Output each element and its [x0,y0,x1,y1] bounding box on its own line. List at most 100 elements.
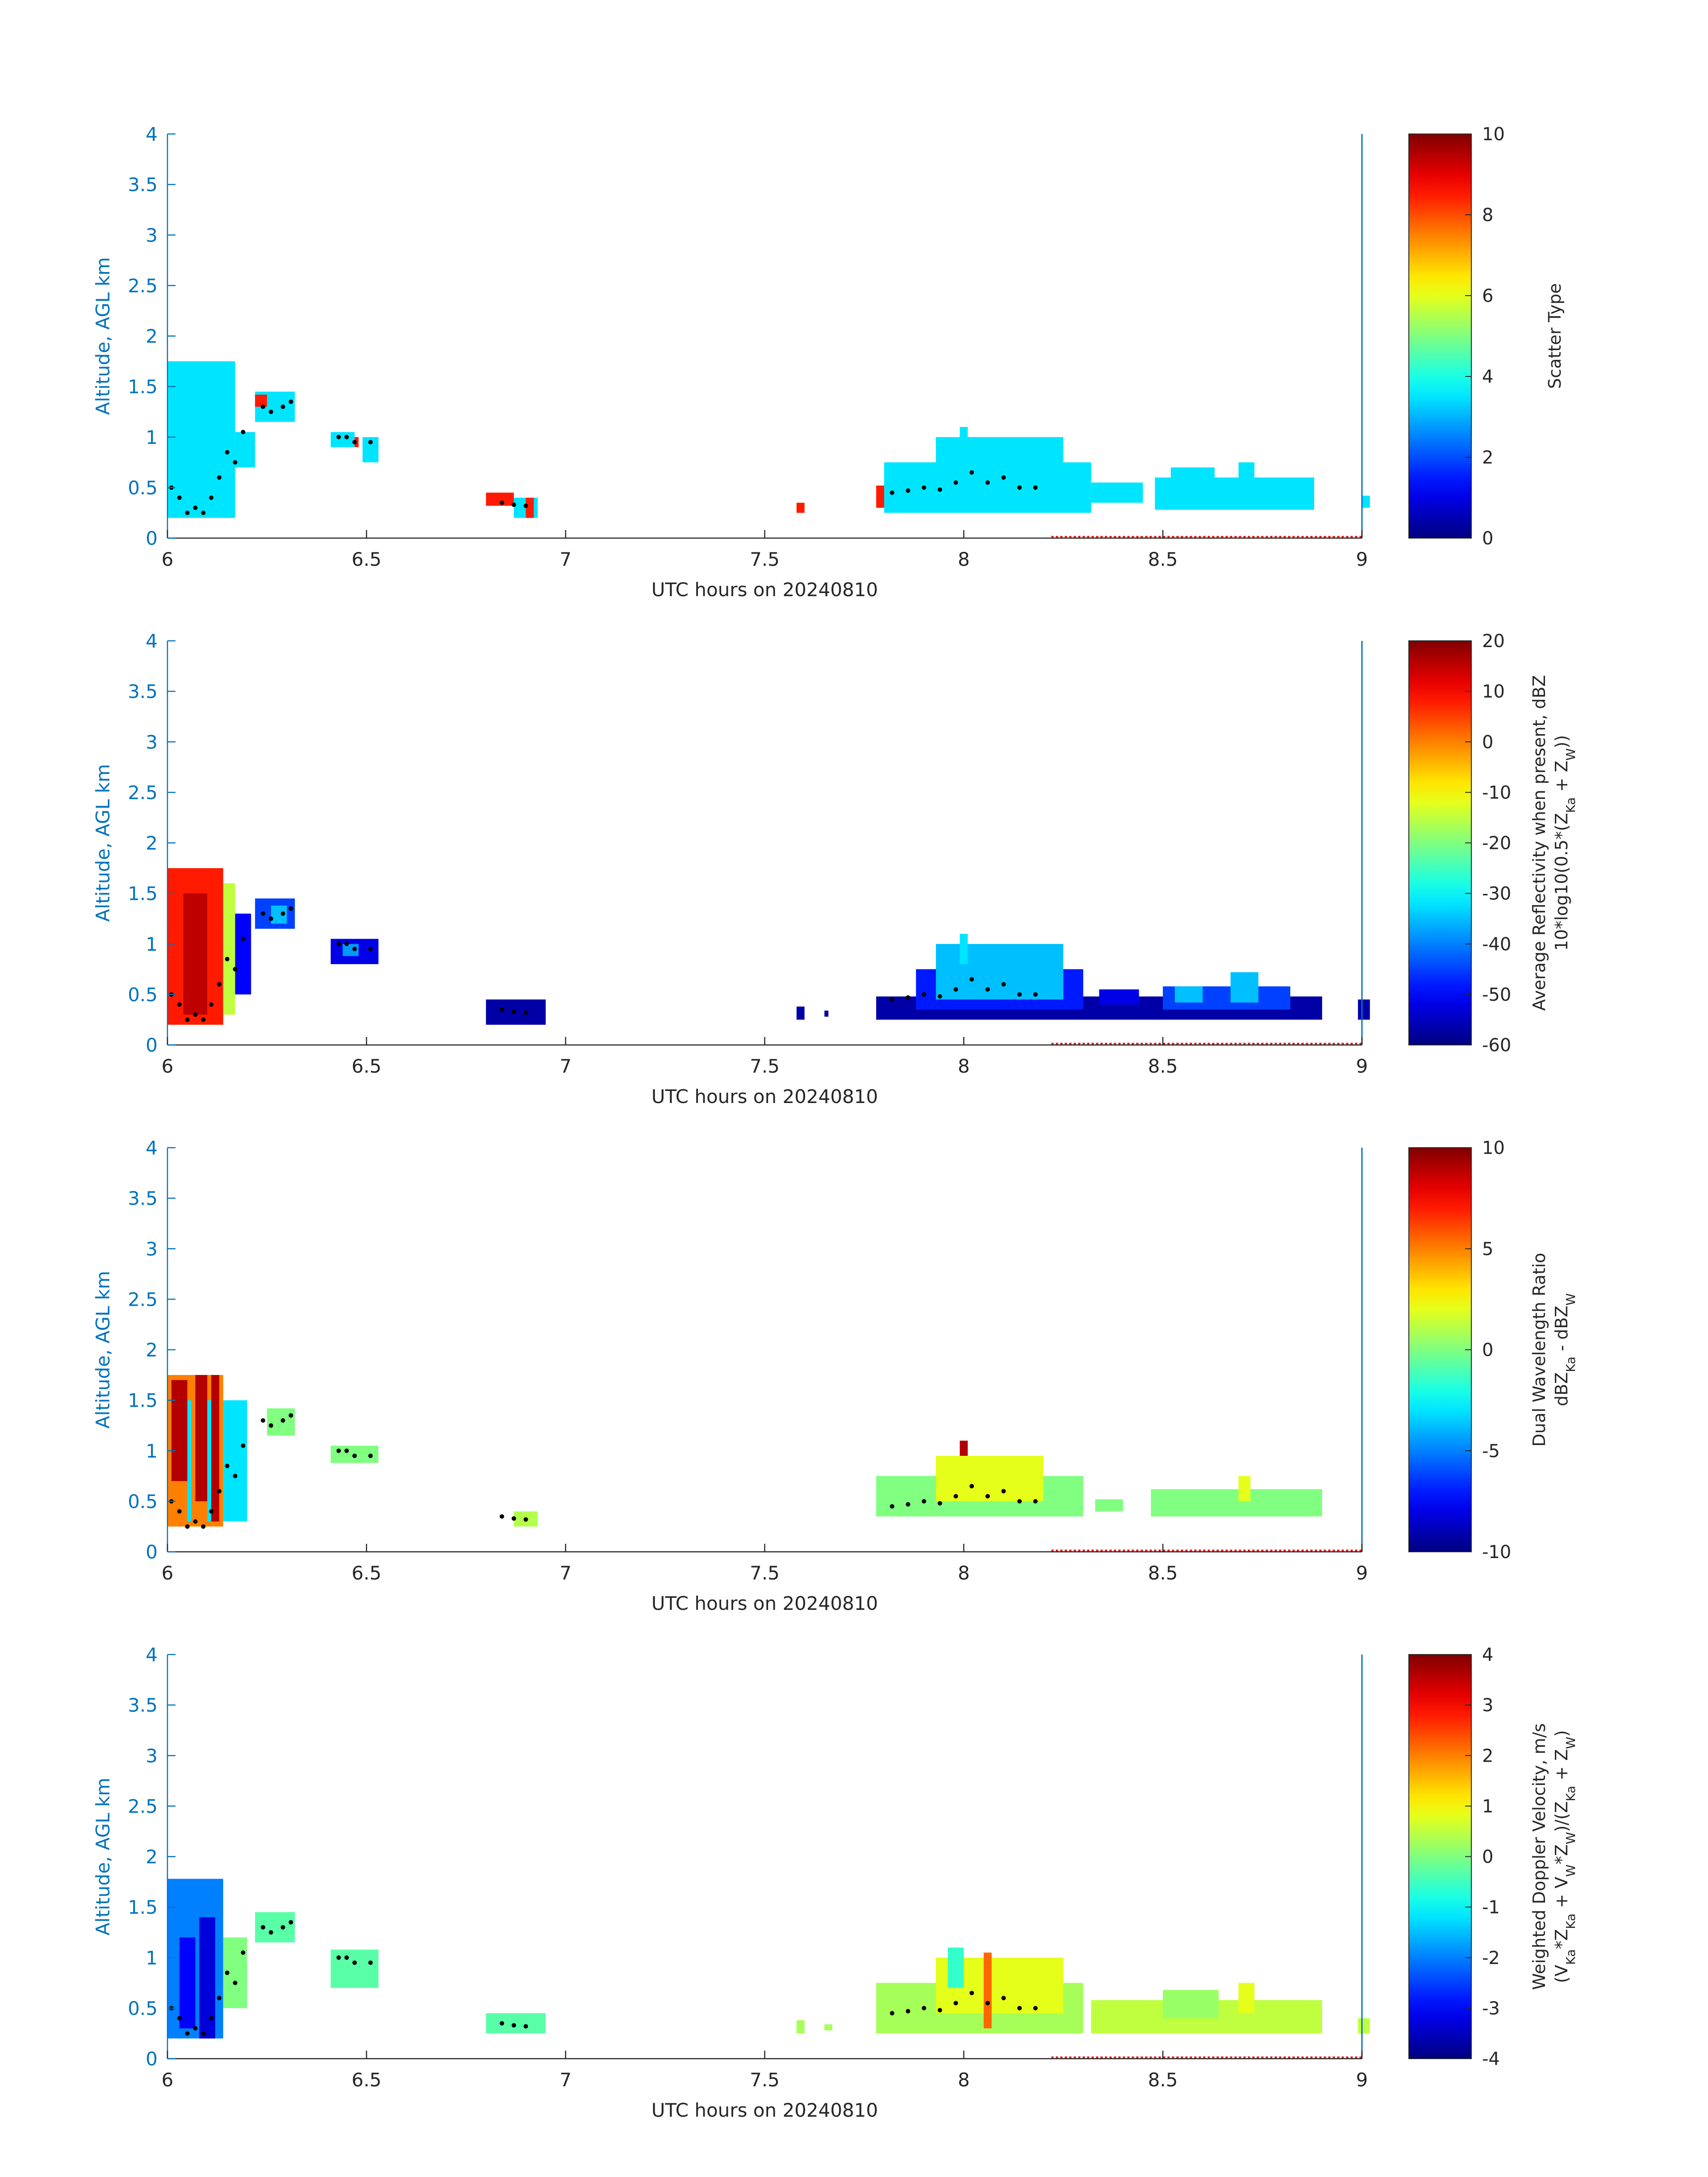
y-tick-label: 4 [146,630,158,652]
x-tick-label: 7 [560,1055,572,1077]
cloud-base-dot [352,1960,357,1965]
y-tick-label: 1 [146,1440,158,1462]
cloud-base-dot [1001,1996,1006,2001]
cloud-base-dot [922,485,927,490]
heatmap-cell [935,1456,1044,1501]
cloud-base-dot [1033,992,1038,997]
heatmap-cell [1238,1476,1251,1501]
colorbar: 10 8 6 4 2 0 [1408,124,1505,549]
colorbar-tick-label: -30 [1482,884,1511,904]
cloud-base-dot [344,435,349,439]
x-tick-label: 8 [958,548,970,570]
heatmap-cell [223,1400,247,1522]
cloud-base-dot [953,2001,958,2006]
cloud-base-dot [1017,1499,1022,1504]
heatmap-cell [486,493,514,506]
heatmap-cell [211,1375,219,1522]
y-tick-label: 3.5 [128,1694,158,1716]
y-tick-label: 2.5 [128,781,158,803]
heatmap-cell [960,1441,968,1456]
cloud-base-dot [185,510,190,515]
cloud-base-dot [225,450,230,455]
y-tick-label: 0 [146,2048,158,2070]
heatmap-cell [183,893,208,1015]
x-tick-label: 6 [162,2069,174,2091]
colorbar-tick-label: -60 [1482,1035,1511,1056]
heatmap-cell [223,883,235,1015]
colorbar-tick-label: -5 [1482,1441,1500,1462]
cloud-base-dot [922,992,927,997]
colorbar-tick-label: 8 [1482,205,1493,226]
cloud-base-dot [336,1448,341,1453]
y-tick-label: 2 [146,1846,158,1868]
heatmap-cells [167,1375,1322,1527]
x-tick-label: 6.5 [351,1562,381,1584]
heatmap-cell [960,934,968,964]
heatmap-cell [267,1408,295,1436]
cloud-base-dot [500,2021,504,2026]
panel-dual-wavelength-ratio: 6 6.5 7 7.5 8 8.5 9 0 0.5 1 1.5 2 2.5 3 3.5 4 UTC hours… [92,1137,1578,1614]
heatmap-cell [330,432,355,447]
heatmap-cell [486,2013,546,2034]
cloud-base-dot [906,488,910,493]
x-tick-label: 6 [162,548,174,570]
y-tick-label: 1 [146,426,158,448]
y-tick-label: 2 [146,1339,158,1361]
cloud-base-dot [1017,485,1022,490]
y-tick-label: 0.5 [128,477,158,499]
colorbar: 4 3 2 1 0 -1 -2 -3 -4 [1408,1645,1500,2069]
cloud-base-dot [268,1423,273,1428]
cloud-base-dot [1001,982,1006,987]
cloud-base-dot [177,495,182,500]
heatmap-cell [207,1400,212,1522]
cloud-base-dot [1033,2006,1038,2010]
colorbar-tick-label: 0 [1482,1340,1493,1361]
cloud-base-dot [336,941,341,946]
cloud-base-dot [225,1970,230,1975]
colorbar-tick-label: 3 [1482,1695,1493,1716]
cloud-base-dot [185,1524,190,1529]
colorbar-tick-label: 20 [1482,631,1505,652]
cloud-base-dot [185,2031,190,2036]
x-tick-label: 7.5 [750,2069,780,2091]
cloud-base-dot [344,1448,349,1453]
cloud-base-dot [889,997,894,1002]
colorbar-label-formula: (VKa*ZKa + VW*ZW)/(ZKa + ZW) [1552,1730,1578,1983]
x-tick-label: 9 [1356,1562,1368,1584]
cloud-base-dot [217,1489,221,1494]
x-tick-label: 8 [958,2069,970,2091]
heatmap-cell [824,1011,829,1017]
cloud-base-dot [233,967,238,972]
colorbar-gradient [1408,1147,1472,1552]
heatmap-cell [948,1947,964,1988]
colorbar-label-formula: 10*log10(0.5*(ZKa + ZW)) [1552,735,1578,951]
heatmap-cell [876,485,884,508]
cloud-base-dot [889,2011,894,2016]
y-tick-label: 2 [146,326,158,347]
cloud-base-dot [344,1955,349,1960]
cloud-base-dot [523,1517,528,1522]
heatmap-cell [983,1952,992,2029]
y-tick-label: 3 [146,1238,158,1260]
colorbar: 10 5 0 -5 -10 [1408,1138,1511,1563]
cloud-base-dot [201,510,206,515]
cloud-base-dot [193,1012,198,1017]
colorbar-tick-label: 0 [1482,732,1493,752]
cloud-base-dot [193,506,198,510]
colorbar-tick-label: -50 [1482,985,1511,1005]
cloud-base-dot [523,2024,528,2029]
x-tick-label: 8.5 [1148,1055,1178,1077]
y-tick-label: 0 [146,527,158,549]
y-tick-label: 3 [146,1745,158,1767]
cloud-base-dots [169,1413,1038,1529]
cloud-base-dot [953,480,958,485]
cloud-base-dot [1001,1489,1006,1494]
cloud-base-dot [969,1990,974,1995]
cloud-base-dot [280,1925,285,1930]
cloud-base-dot [177,1002,182,1007]
cloud-base-dot [985,2001,990,2006]
cloud-base-dot [511,1009,516,1014]
cloud-base-dot [217,982,221,987]
cloud-base-dot [352,947,357,952]
cloud-base-dot [937,1501,942,1506]
